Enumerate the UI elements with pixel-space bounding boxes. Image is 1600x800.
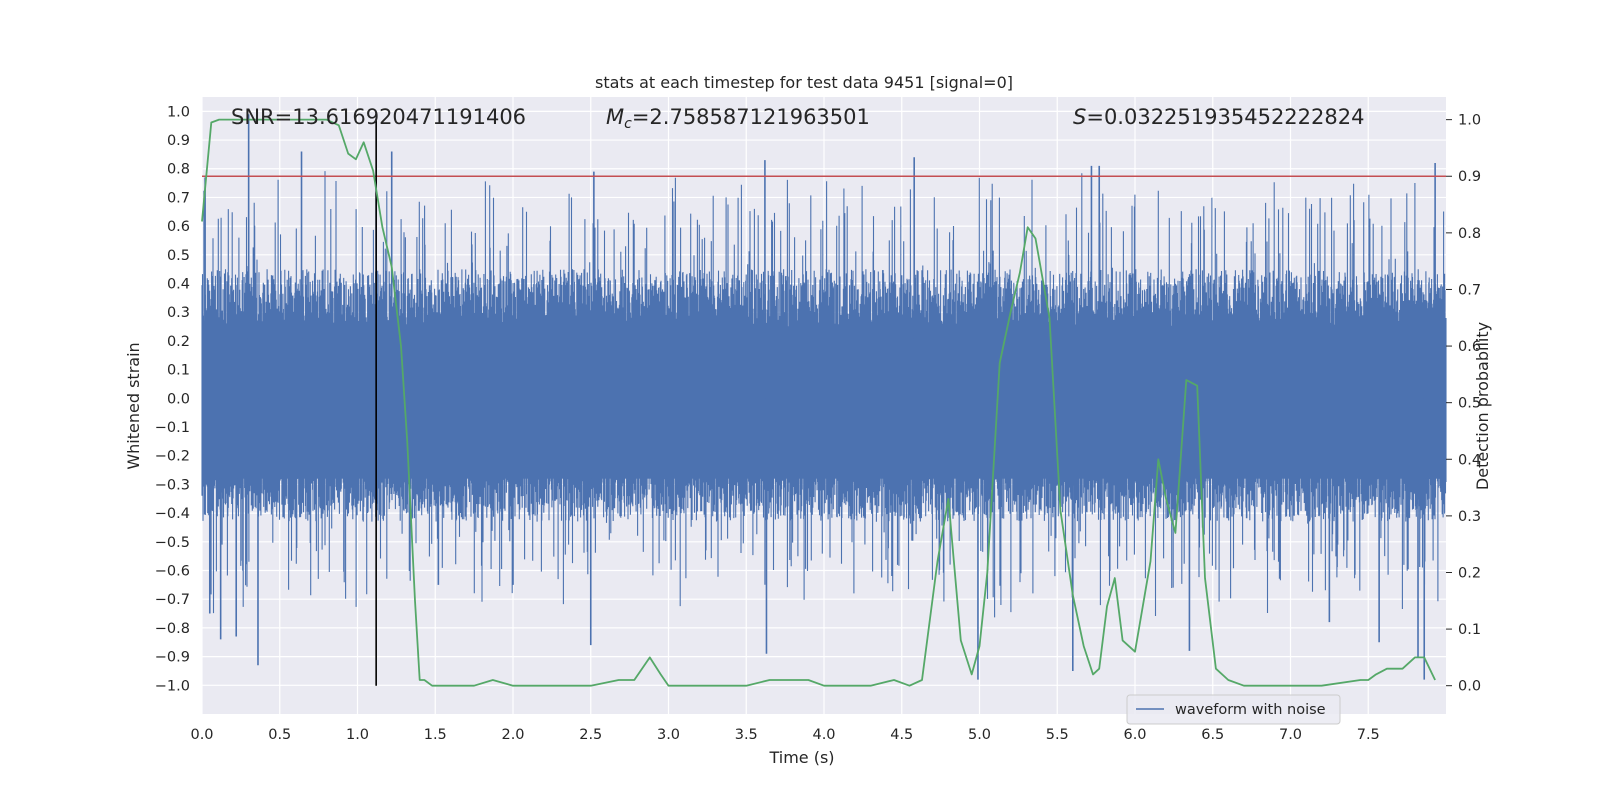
x-tick-label: 6.0 xyxy=(1123,727,1146,743)
x-tick-label: 3.5 xyxy=(735,727,758,743)
legend-label-waveform: waveform with noise xyxy=(1175,702,1326,718)
y-tick-label: 0.0 xyxy=(167,391,190,407)
y-right-tick-label: 0.9 xyxy=(1458,169,1481,185)
chart-title: stats at each timestep for test data 945… xyxy=(595,73,1013,92)
x-tick-label: 2.0 xyxy=(501,727,524,743)
y-tick-label: −0.5 xyxy=(155,535,190,551)
y-tick-label: −0.2 xyxy=(155,449,190,465)
y-right-tick-label: 0.1 xyxy=(1458,622,1481,638)
y-tick-label: 0.4 xyxy=(167,277,190,293)
x-tick-labels: 0.0 0.5 1.0 1.5 2.0 2.5 3.0 3.5 4.0 4.5 5.0 5.5 6.0 6… xyxy=(190,727,1379,743)
x-tick-label: 2.5 xyxy=(579,727,602,743)
y-tick-label: −0.8 xyxy=(155,621,190,637)
y-tick-labels: −1.0 −0.9 −0.8 −0.7 −0.6 −0.5 −0.4 −0.3 −0.2 −0.1… xyxy=(155,104,190,694)
y-tick-label: −0.9 xyxy=(155,650,190,666)
y-right-tick-label: 0.5 xyxy=(1458,396,1481,412)
y-tick-label: −0.7 xyxy=(155,592,190,608)
x-tick-label: 4.0 xyxy=(812,727,835,743)
x-tick-label: 5.5 xyxy=(1046,727,1069,743)
x-tick-label: 5.0 xyxy=(968,727,991,743)
y-tick-label: 0.1 xyxy=(167,363,190,379)
y-right-axis-label: Detection probability xyxy=(1473,322,1492,490)
y-right-tick-label: 0.6 xyxy=(1458,339,1481,355)
y-tick-label: 0.5 xyxy=(167,248,190,264)
y-tick-label: −0.3 xyxy=(155,477,190,493)
x-tick-label: 0.0 xyxy=(190,727,213,743)
y-tick-label: 0.6 xyxy=(167,219,190,235)
y-right-tick-labels: 0.0 0.1 0.2 0.3 0.4 0.5 0.6 0.7 0.8 0.9 1.0 xyxy=(1446,113,1481,695)
y-tick-label: 0.8 xyxy=(167,162,190,178)
y-tick-label: −0.1 xyxy=(155,420,190,436)
legend: waveform with noise xyxy=(1126,694,1341,725)
detection-probability-line xyxy=(201,118,1436,687)
y-tick-label: −0.6 xyxy=(155,564,190,580)
x-axis-label: Time (s) xyxy=(768,748,834,767)
x-tick-label: 4.5 xyxy=(890,727,913,743)
y-tick-label: 1.0 xyxy=(167,104,190,120)
y-tick-label: 0.9 xyxy=(167,133,190,149)
chirp-mass-annotation: Mc=2.758587121963501 xyxy=(606,105,870,132)
y-right-tick-label: 0.3 xyxy=(1458,509,1481,525)
y-right-tick-label: 0.8 xyxy=(1458,226,1481,242)
x-tick-label: 0.5 xyxy=(268,727,291,743)
x-tick-label: 1.0 xyxy=(346,727,369,743)
waveform-series xyxy=(201,114,1447,680)
y-tick-label: −1.0 xyxy=(155,678,190,694)
y-right-tick-label: 0.7 xyxy=(1458,282,1481,298)
snr-annotation: SNR=13.616920471191406 xyxy=(231,105,526,129)
y-tick-label: 0.7 xyxy=(167,190,190,206)
x-tick-label: 7.0 xyxy=(1279,727,1302,743)
legend-box xyxy=(1126,694,1341,725)
y-tick-label: −0.4 xyxy=(155,506,190,522)
y-right-tick-label: 1.0 xyxy=(1458,113,1481,129)
score-annotation: S=0.032251935452222824 xyxy=(1073,105,1364,129)
x-tick-label: 3.0 xyxy=(657,727,680,743)
x-tick-label: 7.5 xyxy=(1357,727,1380,743)
y-right-tick-label: 0.2 xyxy=(1458,565,1481,581)
probability-overlay xyxy=(201,118,1446,687)
waveform-core xyxy=(202,338,1446,479)
y-right-tick-label: 0.0 xyxy=(1458,679,1481,695)
y-right-tick-label: 0.4 xyxy=(1458,452,1481,468)
y-tick-label: 0.3 xyxy=(167,305,190,321)
x-tick-label: 1.5 xyxy=(424,727,447,743)
y-tick-label: 0.2 xyxy=(167,334,190,350)
y-axis-label: Whitened strain xyxy=(124,342,143,469)
x-tick-label: 6.5 xyxy=(1201,727,1224,743)
